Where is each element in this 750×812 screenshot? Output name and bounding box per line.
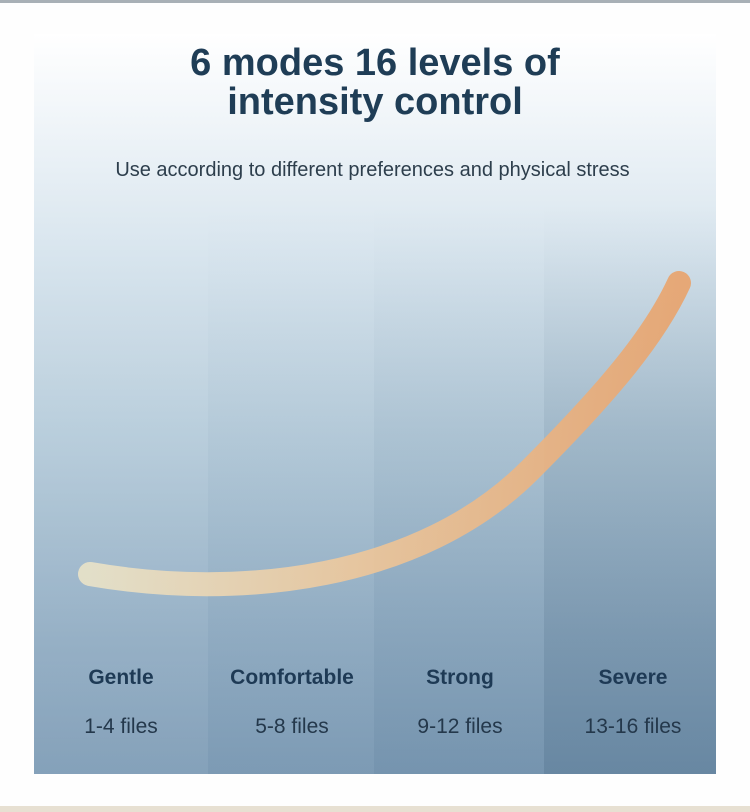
mode-column-comfortable: [208, 204, 374, 774]
mode-range-severe: 13-16 files: [584, 715, 682, 738]
title-line-2: intensity control: [227, 81, 523, 123]
mode-column-gentle: [34, 204, 208, 774]
page-subtitle: Use according to different preferences a…: [115, 159, 630, 181]
mode-label-comfortable: Comfortable: [230, 666, 354, 689]
top-divider: [0, 0, 750, 3]
intensity-curve-path: [78, 271, 691, 597]
mode-label-severe: Severe: [598, 666, 668, 689]
page-title: 6 modes 16 levels of intensity control: [0, 44, 750, 122]
mode-range-strong: 9-12 files: [417, 715, 503, 738]
title-line-1: 6 modes 16 levels of: [190, 42, 560, 84]
intensity-panel: [34, 34, 716, 774]
mode-range-gentle: 1-4 files: [84, 715, 158, 738]
mode-label-strong: Strong: [426, 666, 494, 689]
mode-label-gentle: Gentle: [88, 666, 154, 689]
bottom-divider: [0, 806, 750, 812]
mode-range-comfortable: 5-8 files: [255, 715, 329, 738]
mode-column-severe: [544, 204, 716, 774]
